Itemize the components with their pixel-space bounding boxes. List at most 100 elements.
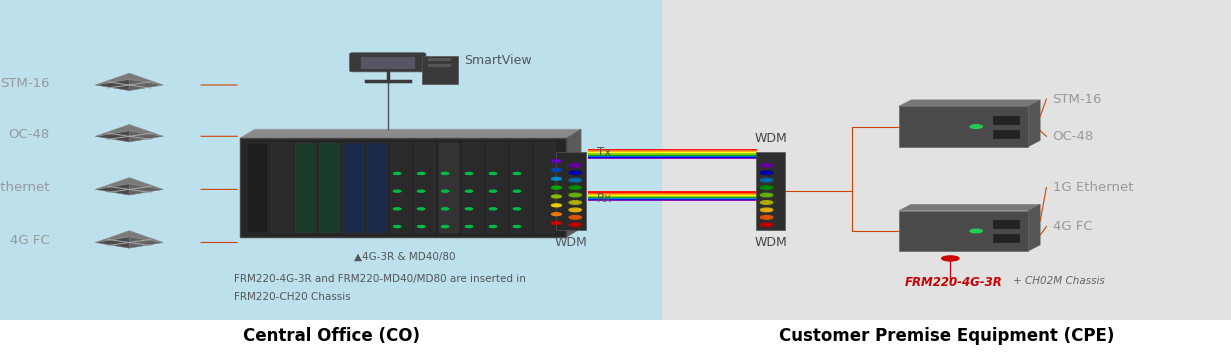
Circle shape	[569, 201, 581, 204]
FancyBboxPatch shape	[428, 58, 451, 61]
Circle shape	[513, 208, 521, 210]
FancyBboxPatch shape	[588, 197, 757, 198]
FancyBboxPatch shape	[295, 143, 315, 233]
Text: Rx: Rx	[597, 192, 612, 205]
FancyBboxPatch shape	[588, 150, 757, 151]
Polygon shape	[95, 73, 162, 85]
Circle shape	[417, 190, 425, 192]
FancyBboxPatch shape	[439, 143, 459, 233]
FancyBboxPatch shape	[415, 143, 436, 233]
Polygon shape	[1028, 204, 1040, 251]
Circle shape	[970, 229, 982, 233]
Circle shape	[942, 256, 959, 261]
Circle shape	[569, 171, 581, 175]
Polygon shape	[95, 125, 162, 136]
FancyBboxPatch shape	[588, 151, 757, 152]
Circle shape	[513, 172, 521, 175]
Circle shape	[569, 186, 581, 189]
FancyBboxPatch shape	[899, 106, 1028, 147]
Circle shape	[394, 225, 401, 228]
Circle shape	[569, 178, 581, 182]
Circle shape	[569, 164, 581, 167]
Polygon shape	[95, 79, 129, 91]
Circle shape	[970, 125, 982, 129]
FancyBboxPatch shape	[487, 143, 507, 233]
FancyBboxPatch shape	[993, 234, 1020, 243]
FancyBboxPatch shape	[511, 143, 532, 233]
FancyBboxPatch shape	[756, 152, 785, 230]
Text: WDM: WDM	[755, 132, 787, 145]
Circle shape	[551, 222, 561, 224]
Text: FRM220-CH20 Chassis: FRM220-CH20 Chassis	[234, 292, 351, 302]
Text: Central Office (CO): Central Office (CO)	[243, 327, 420, 345]
Circle shape	[489, 190, 496, 192]
Circle shape	[465, 172, 473, 175]
Circle shape	[761, 171, 773, 175]
Circle shape	[417, 208, 425, 210]
Circle shape	[513, 225, 521, 228]
Circle shape	[569, 208, 581, 212]
Circle shape	[761, 193, 773, 197]
FancyBboxPatch shape	[391, 143, 411, 233]
Polygon shape	[95, 131, 129, 142]
Circle shape	[569, 216, 581, 219]
FancyBboxPatch shape	[0, 320, 1231, 354]
Text: 4G FC: 4G FC	[10, 234, 49, 247]
Circle shape	[551, 195, 561, 198]
Polygon shape	[566, 129, 581, 237]
Polygon shape	[899, 204, 1040, 211]
FancyBboxPatch shape	[588, 158, 757, 159]
Text: WDM: WDM	[755, 236, 787, 249]
Text: STM-16: STM-16	[1053, 93, 1102, 105]
FancyBboxPatch shape	[428, 64, 451, 67]
Circle shape	[513, 190, 521, 192]
FancyBboxPatch shape	[271, 143, 292, 233]
Circle shape	[551, 213, 561, 216]
Polygon shape	[129, 184, 162, 195]
FancyBboxPatch shape	[350, 53, 426, 72]
Circle shape	[761, 164, 773, 167]
Circle shape	[551, 169, 561, 171]
Circle shape	[761, 216, 773, 219]
Circle shape	[489, 225, 496, 228]
Text: STM-16: STM-16	[0, 77, 49, 90]
Circle shape	[417, 172, 425, 175]
FancyBboxPatch shape	[993, 220, 1020, 229]
Polygon shape	[95, 237, 129, 248]
Circle shape	[442, 225, 449, 228]
Circle shape	[465, 208, 473, 210]
Circle shape	[761, 223, 773, 227]
Circle shape	[489, 208, 496, 210]
Text: OC-48: OC-48	[7, 128, 49, 141]
FancyBboxPatch shape	[588, 194, 757, 196]
Circle shape	[551, 177, 561, 180]
FancyBboxPatch shape	[343, 143, 363, 233]
FancyBboxPatch shape	[588, 199, 757, 200]
FancyBboxPatch shape	[588, 152, 757, 153]
FancyBboxPatch shape	[662, 0, 1231, 322]
FancyBboxPatch shape	[367, 143, 388, 233]
FancyBboxPatch shape	[588, 198, 757, 199]
Circle shape	[761, 186, 773, 189]
FancyBboxPatch shape	[588, 153, 757, 155]
FancyBboxPatch shape	[240, 138, 566, 237]
FancyBboxPatch shape	[588, 154, 757, 156]
FancyBboxPatch shape	[319, 143, 340, 233]
FancyBboxPatch shape	[588, 191, 757, 193]
Text: 1G Ethernet: 1G Ethernet	[0, 181, 49, 194]
FancyBboxPatch shape	[588, 155, 757, 157]
FancyBboxPatch shape	[247, 143, 267, 233]
Circle shape	[761, 208, 773, 212]
Circle shape	[489, 172, 496, 175]
FancyBboxPatch shape	[588, 149, 757, 150]
Circle shape	[442, 190, 449, 192]
FancyBboxPatch shape	[588, 192, 757, 194]
FancyBboxPatch shape	[556, 152, 586, 230]
Circle shape	[761, 178, 773, 182]
Text: FRM220-4G-3R: FRM220-4G-3R	[905, 276, 1003, 289]
FancyBboxPatch shape	[588, 193, 757, 195]
Circle shape	[442, 208, 449, 210]
Circle shape	[442, 172, 449, 175]
Text: ▲4G-3R & MD40/80: ▲4G-3R & MD40/80	[355, 251, 455, 261]
Text: SmartView: SmartView	[464, 54, 532, 67]
